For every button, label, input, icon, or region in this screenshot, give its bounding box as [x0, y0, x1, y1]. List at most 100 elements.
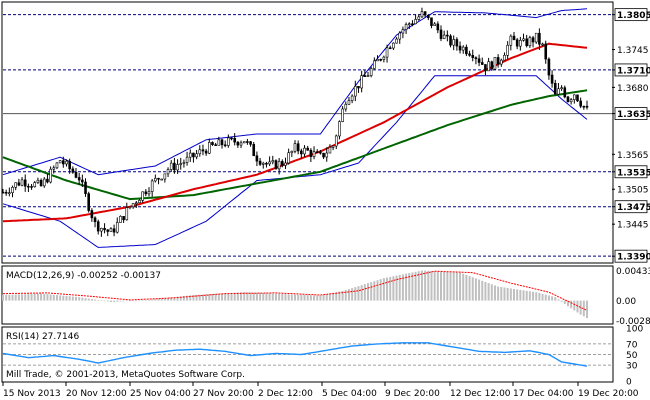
macd-histogram-bar — [582, 300, 585, 317]
macd-histogram-bar — [52, 294, 55, 301]
candle-body — [468, 53, 471, 56]
macd-histogram-bar — [224, 293, 227, 301]
candle-body — [204, 150, 208, 154]
candle-body — [474, 57, 478, 60]
candle-body — [17, 182, 21, 186]
candle-body — [404, 24, 408, 30]
price-candles — [1, 7, 589, 237]
candle-body — [23, 179, 27, 187]
price-label-box — [614, 8, 648, 22]
macd-histogram-bar — [167, 297, 170, 301]
macd-histogram-bar — [116, 300, 119, 302]
candle-body — [395, 38, 398, 44]
candle-body — [328, 147, 332, 154]
price-label-box — [614, 63, 648, 77]
macd-histogram-bar — [360, 285, 363, 301]
macd-histogram-bar — [544, 294, 547, 301]
price-level-lines — [3, 14, 612, 257]
candle-body — [315, 151, 319, 153]
time-tick-label: 9 Dec 20:00 — [385, 389, 440, 399]
macd-histogram-bar — [547, 295, 550, 301]
candle-body — [93, 217, 97, 222]
candle-body — [509, 35, 513, 46]
candle-body — [87, 193, 90, 211]
candle-body — [188, 152, 192, 158]
macd-histogram-bar — [500, 287, 503, 301]
macd-histogram-bar — [17, 294, 20, 301]
macd-histogram-bar — [71, 296, 74, 301]
macd-histogram-bar — [325, 294, 328, 301]
macd-histogram-bar — [211, 293, 214, 301]
candle-body — [585, 105, 589, 108]
candle-body — [242, 141, 246, 144]
price-tick-label: 1.3680 — [617, 84, 649, 94]
macd-histogram-bar — [417, 271, 420, 301]
macd-tick-label: -0.00284 — [616, 317, 650, 327]
macd-histogram-bar — [487, 283, 490, 301]
bollinger-upper-line — [2, 8, 588, 176]
candle-body — [233, 137, 236, 143]
macd-histogram-bar — [27, 294, 30, 301]
candle-body — [144, 191, 148, 195]
macd-histogram-bar — [170, 297, 173, 301]
candle-body — [281, 161, 284, 166]
macd-histogram-bar — [443, 271, 446, 301]
rsi-series — [2, 342, 612, 367]
candle-body — [458, 45, 462, 51]
macd-histogram-bar — [87, 298, 90, 301]
macd-histogram-bar — [227, 293, 230, 301]
macd-histogram-bar — [141, 300, 144, 301]
candle-body — [246, 141, 249, 143]
macd-histogram-bar — [81, 297, 84, 301]
candle-body — [296, 143, 300, 152]
candle-body — [74, 172, 78, 178]
candle-body — [446, 34, 449, 37]
candle-body — [163, 173, 167, 180]
macd-histogram-bar — [255, 292, 258, 301]
candle-body — [357, 86, 360, 89]
macd-histogram-bar — [351, 288, 354, 301]
candle-body — [420, 11, 424, 18]
price-tick-label: 1.3390 — [617, 253, 650, 263]
candle-body — [538, 32, 541, 45]
macd-histogram-bar — [579, 300, 582, 315]
candle-body — [519, 40, 522, 47]
macd-histogram-bar — [103, 300, 106, 302]
macd-histogram-bar — [519, 289, 522, 301]
candle-body — [287, 152, 290, 164]
macd-histogram-bar — [522, 290, 525, 301]
candle-body — [274, 160, 278, 170]
macd-histogram-bar — [160, 298, 163, 301]
candle-body — [27, 185, 30, 188]
candle-body — [525, 38, 528, 46]
candle-body — [319, 151, 322, 154]
candle-body — [534, 32, 538, 43]
macd-histogram-bar — [5, 294, 8, 301]
candle-body — [496, 57, 500, 65]
macd-histogram-bar — [414, 271, 417, 301]
candle-body — [115, 222, 119, 233]
macd-histogram-bar — [341, 290, 344, 301]
macd-histogram-bar — [268, 293, 271, 301]
macd-histogram-bar — [509, 288, 512, 301]
macd-histogram-bar — [586, 300, 588, 319]
copyright-text: Mill Trade, © 2001-2013, MetaQuotes Soft… — [6, 370, 245, 380]
candle-body — [544, 43, 548, 60]
candle-body — [20, 179, 24, 186]
candle-body — [566, 96, 570, 103]
candle-body — [230, 137, 233, 140]
candle-body — [325, 152, 329, 158]
macd-histogram-bar — [528, 291, 531, 301]
macd-histogram-bar — [373, 281, 376, 301]
candle-body — [563, 87, 567, 98]
candle-body — [8, 192, 11, 194]
candle-body — [576, 94, 579, 102]
macd-histogram-bar — [59, 295, 62, 301]
macd-histogram-bar — [240, 292, 243, 301]
candle-body — [360, 75, 363, 89]
candle-body — [379, 58, 382, 61]
candle-body — [350, 95, 354, 101]
macd-histogram-bar — [551, 296, 554, 301]
candle-body — [522, 38, 525, 41]
candle-body — [150, 180, 154, 192]
